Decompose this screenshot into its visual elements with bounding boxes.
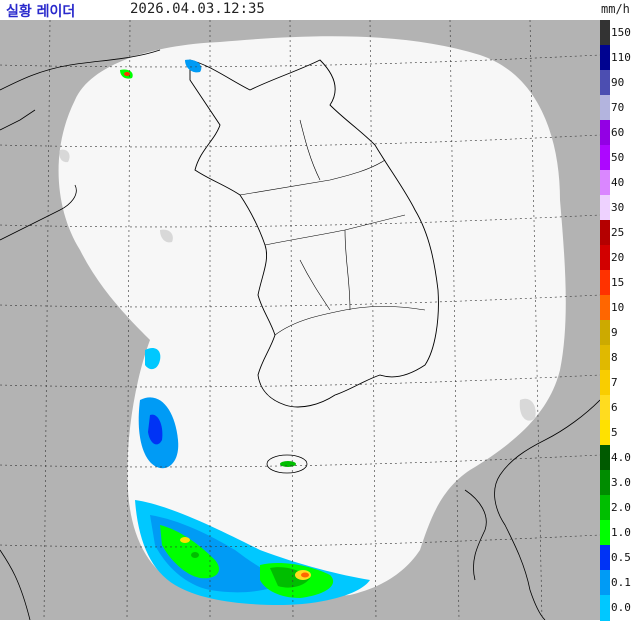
legend-label: 0.1 xyxy=(611,575,631,589)
legend-label: 40 xyxy=(611,175,625,189)
legend-label: 15 xyxy=(611,275,625,289)
legend-label: 9 xyxy=(611,325,618,339)
legend-swatch xyxy=(600,195,610,221)
legend-swatch xyxy=(600,595,610,621)
legend-label: 0.0 xyxy=(611,600,631,614)
legend-swatch xyxy=(600,520,610,546)
legend-swatch xyxy=(600,345,610,371)
legend-swatch xyxy=(600,470,610,496)
japan-coast xyxy=(464,399,600,620)
legend-swatch xyxy=(600,220,610,246)
legend-swatch xyxy=(600,295,610,321)
legend-label: 4.0 xyxy=(611,450,631,464)
legend-label: 70 xyxy=(611,100,625,114)
radar-coverage-area xyxy=(58,36,566,598)
legend-swatch xyxy=(600,545,610,571)
legend-label: 8 xyxy=(611,350,618,364)
legend-label: 110 xyxy=(611,50,631,64)
legend-swatch xyxy=(600,395,610,421)
jeju-echo xyxy=(280,461,296,467)
radar-echoes xyxy=(59,59,536,605)
china-coast xyxy=(0,49,161,620)
legend-swatch xyxy=(600,570,610,596)
legend-label: 7 xyxy=(611,375,618,389)
legend-label: 90 xyxy=(611,75,625,89)
timestamp: 2026.04.03.12:35 xyxy=(130,1,265,17)
coordinate-grid xyxy=(0,20,600,620)
legend-swatch xyxy=(600,70,610,96)
legend-label: 6 xyxy=(611,400,618,414)
legend-label: 60 xyxy=(611,125,625,139)
legend-swatch xyxy=(600,120,610,146)
precipitation-legend: 150 110 90 70 60 50 40 30 25 20 15 10 9 8 7 6 5 4.0 3.0 2.0… xyxy=(600,20,635,621)
province-borders xyxy=(239,119,426,336)
legend-swatch xyxy=(600,320,610,346)
legend-label: 1.0 xyxy=(611,525,631,539)
header-bar: 실황 레이더 2026.04.03.12:35 mm/h xyxy=(0,0,630,20)
legend-swatch xyxy=(600,370,610,396)
legend-swatch xyxy=(600,95,610,121)
legend-swatch xyxy=(600,145,610,171)
legend-swatch xyxy=(600,495,610,521)
legend-label: 2.0 xyxy=(611,500,631,514)
legend-label: 30 xyxy=(611,200,625,214)
legend-label: 3.0 xyxy=(611,475,631,489)
page-title: 실황 레이더 xyxy=(6,4,76,20)
legend-swatch xyxy=(600,245,610,271)
legend-swatch xyxy=(600,20,610,46)
legend-label: 5 xyxy=(611,425,618,439)
legend-label: 10 xyxy=(611,300,625,314)
legend-swatch xyxy=(600,420,610,446)
legend-label: 0.5 xyxy=(611,550,631,564)
legend-swatch xyxy=(600,170,610,196)
radar-map[interactable] xyxy=(0,20,600,620)
legend-label: 150 xyxy=(611,25,631,39)
legend-label: 25 xyxy=(611,225,625,239)
legend-swatch xyxy=(600,270,610,296)
legend-label: 50 xyxy=(611,150,625,164)
legend-swatch xyxy=(600,45,610,71)
legend-swatch xyxy=(600,445,610,471)
unit-label: mm/h xyxy=(601,2,630,16)
legend-label: 20 xyxy=(611,250,625,264)
